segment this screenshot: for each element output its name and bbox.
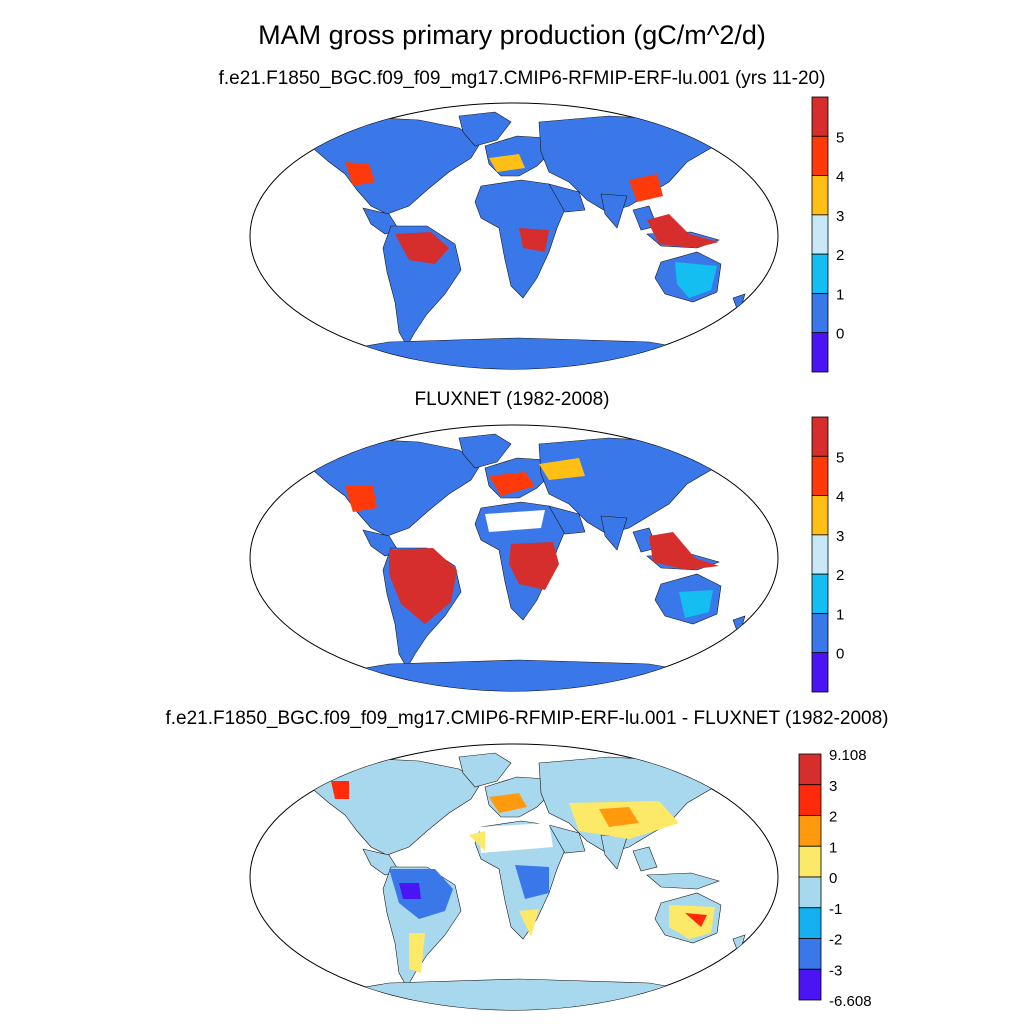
colorbar-swatch — [811, 573, 829, 614]
colorbar-label: 1 — [829, 839, 837, 856]
colorbar-swatch — [811, 613, 829, 654]
colorbar-swatch — [798, 845, 822, 878]
colorbar-label: 0 — [836, 326, 844, 343]
colorbar-swatch — [798, 968, 822, 1001]
colorbar-swatch — [811, 534, 829, 575]
colorbar-swatch — [811, 253, 829, 294]
colorbar-label: 1 — [836, 606, 844, 623]
colorbar-swatch — [811, 96, 829, 137]
colorbar-label: 4 — [836, 489, 844, 506]
colorbar-swatch — [798, 876, 822, 909]
colorbars: 5 4 3 2 1 0 5 4 3 2 1 0 9.108 3 2 1 0 -1 -2 -3 -6.608 — [798, 96, 872, 1010]
colorbar-label: -6.608 — [829, 993, 872, 1010]
colorbar-2: 5 4 3 2 1 0 — [811, 416, 844, 693]
colorbar-swatch — [798, 907, 822, 939]
colorbar-label: 2 — [836, 567, 844, 584]
colorbar-swatch — [811, 332, 829, 373]
colorbar-swatch — [811, 416, 829, 457]
colorbar-label: 3 — [829, 778, 837, 795]
colorbar-label: -2 — [829, 932, 842, 949]
difference-hotspots — [331, 781, 715, 973]
colorbar-swatch — [811, 495, 829, 536]
colorbar-swatch — [811, 135, 829, 176]
colorbar-label: 2 — [836, 247, 844, 264]
colorbar-label: 3 — [836, 528, 844, 545]
map-panel-1 — [249, 102, 779, 370]
colorbar-label: 5 — [836, 449, 844, 466]
colorbar-label: 0 — [836, 646, 844, 663]
colorbar-swatch — [811, 455, 829, 496]
colorbar-3: 9.108 3 2 1 0 -1 -2 -3 -6.608 — [798, 747, 872, 1010]
colorbar-1: 5 4 3 2 1 0 — [811, 96, 844, 373]
colorbar-swatch — [811, 293, 829, 334]
gpp-hotspots — [345, 458, 719, 624]
figure-title: MAM gross primary production (gC/m^2/d) — [258, 20, 766, 50]
colorbar-swatch — [798, 784, 822, 816]
map-panel-2 — [249, 424, 779, 692]
panel-3-title: f.e21.F1850_BGC.f09_f09_mg17.CMIP6-RFMIP… — [165, 708, 889, 729]
colorbar-swatch — [798, 815, 822, 847]
colorbar-label: -3 — [829, 962, 842, 979]
gpp-hotspots — [345, 154, 719, 298]
colorbar-swatch — [811, 175, 829, 216]
colorbar-swatch — [798, 938, 822, 970]
map-panel-3 — [249, 743, 779, 1011]
colorbar-label: 5 — [836, 129, 844, 146]
colorbar-label: 9.108 — [829, 747, 867, 764]
panel-2-title: FLUXNET (1982-2008) — [414, 389, 610, 410]
panel-1-title: f.e21.F1850_BGC.f09_f09_mg17.CMIP6-RFMIP… — [218, 68, 826, 89]
colorbar-swatch — [811, 214, 829, 255]
colorbar-label: 3 — [836, 208, 844, 225]
colorbar-swatch — [798, 753, 822, 786]
colorbar-label: -1 — [829, 901, 842, 918]
colorbar-label: 2 — [829, 809, 837, 826]
colorbar-label: 1 — [836, 286, 844, 303]
colorbar-label: 4 — [836, 169, 844, 186]
colorbar-swatch — [811, 652, 829, 693]
colorbar-label: 0 — [829, 870, 837, 887]
